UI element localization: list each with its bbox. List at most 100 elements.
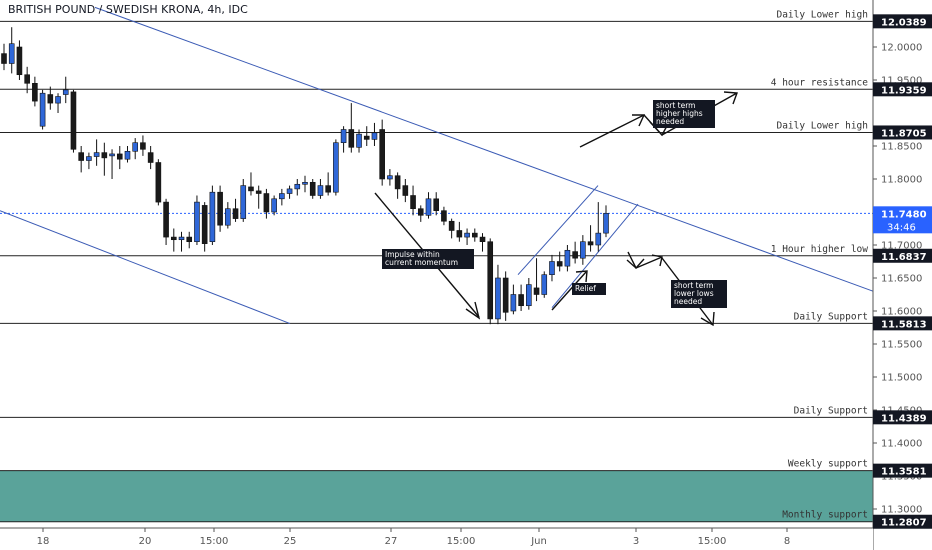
candle-body bbox=[1, 53, 7, 64]
candle-body bbox=[271, 198, 277, 213]
time-axis-background bbox=[0, 528, 873, 550]
candle-body bbox=[464, 232, 470, 238]
candle-body bbox=[263, 193, 270, 213]
candle-body bbox=[101, 152, 108, 159]
level-name: Daily Support bbox=[794, 405, 868, 416]
descending-trendline bbox=[94, 6, 874, 292]
candle-body bbox=[410, 195, 416, 209]
rising-channel-upper bbox=[517, 185, 599, 276]
candle-body bbox=[140, 142, 146, 150]
candle-body bbox=[402, 185, 409, 196]
candle-body bbox=[217, 191, 223, 226]
candle-body bbox=[417, 208, 424, 216]
level-price-tag bbox=[873, 316, 932, 331]
candle-body bbox=[572, 251, 578, 259]
candle-body bbox=[163, 201, 169, 238]
level-price-label: 11.8705 bbox=[881, 128, 927, 139]
chart-title: BRITISH POUND / SWEDISH KRONA, 4h, IDC bbox=[8, 3, 248, 16]
level-price-tag bbox=[873, 125, 932, 140]
candle-body bbox=[603, 213, 609, 234]
candle-body bbox=[32, 83, 38, 102]
candle-body bbox=[356, 133, 362, 148]
candle-body bbox=[325, 185, 331, 193]
y-tick-label: 12.0000 bbox=[881, 43, 922, 54]
x-tick-label: 20 bbox=[139, 536, 152, 547]
candle-body bbox=[317, 185, 324, 196]
support-zone bbox=[0, 470, 873, 522]
higher-highs-arrow-1 bbox=[579, 114, 645, 148]
y-tick-label: 11.5000 bbox=[881, 373, 922, 384]
candle-body bbox=[556, 261, 563, 267]
horizontal-levels: Daily Lower high 4 hour resistance Daily L… bbox=[0, 9, 873, 523]
candle-body bbox=[279, 193, 285, 200]
candle-body bbox=[479, 236, 486, 243]
candle-body bbox=[194, 201, 200, 243]
y-tick-label: 11.8500 bbox=[881, 142, 922, 153]
relief-note-box bbox=[572, 283, 606, 295]
candle-body bbox=[155, 162, 162, 203]
candle-body bbox=[225, 208, 231, 226]
lower-lows-note-text: short term bbox=[674, 281, 713, 290]
candle-body bbox=[387, 175, 393, 180]
higher-highs-note-text: higher highs bbox=[656, 109, 703, 118]
candle-body bbox=[116, 153, 123, 160]
level-name: 4 hour resistance bbox=[771, 77, 869, 88]
x-tick-label: 18 bbox=[37, 536, 50, 547]
higher-highs-arrowhead-2 bbox=[723, 91, 738, 105]
y-tick-label: 11.8000 bbox=[881, 175, 922, 186]
candle-body bbox=[580, 241, 586, 259]
candle-body bbox=[371, 132, 378, 140]
candle-body bbox=[564, 249, 571, 267]
candle-body bbox=[587, 241, 594, 246]
candle-body bbox=[533, 287, 540, 295]
y-tick-label: 11.7000 bbox=[881, 241, 922, 252]
candle-body bbox=[541, 274, 548, 295]
candle-body bbox=[363, 135, 370, 140]
candle-body bbox=[333, 142, 339, 193]
candle-body bbox=[348, 129, 355, 148]
lower-lows-note-box bbox=[671, 280, 727, 308]
candle-body bbox=[286, 188, 293, 194]
candle-body bbox=[309, 182, 316, 196]
y-tick-label: 11.3000 bbox=[881, 505, 922, 516]
candle-body bbox=[549, 261, 555, 275]
candle-body bbox=[86, 156, 92, 161]
candle-body bbox=[595, 232, 602, 246]
impulse-note-text: Impulse within bbox=[385, 250, 440, 259]
candle-body bbox=[132, 142, 139, 152]
level-name: Weekly support bbox=[788, 459, 868, 470]
y-tick-label: 11.9500 bbox=[881, 76, 922, 87]
lower-lows-arrowhead-2 bbox=[651, 254, 663, 267]
x-tick-label: 3 bbox=[633, 536, 639, 547]
candle-body bbox=[433, 198, 440, 211]
candle-body bbox=[55, 96, 61, 104]
candle-body bbox=[510, 294, 517, 312]
candle-body bbox=[78, 152, 84, 161]
level-price-label: 11.5813 bbox=[881, 319, 927, 330]
y-tick-label: 11.5500 bbox=[881, 340, 922, 351]
higher-highs-note-text: needed bbox=[656, 117, 684, 126]
candle-body bbox=[294, 183, 301, 190]
level-price-label: 11.6837 bbox=[881, 252, 927, 263]
x-tick-label: 27 bbox=[385, 536, 398, 547]
lower-channel-line bbox=[0, 210, 291, 325]
candle-body bbox=[487, 241, 494, 320]
x-tick-label: 8 bbox=[784, 536, 790, 547]
price-axis: 12.0000 11.9500 11.8500 11.8000 11.7000 11.65… bbox=[872, 0, 932, 550]
level-price-tag bbox=[873, 463, 932, 478]
candle-body bbox=[471, 232, 478, 238]
candle-body bbox=[178, 236, 185, 241]
trendlines bbox=[0, 6, 874, 325]
candle-body bbox=[232, 208, 239, 219]
current-price-tag bbox=[873, 206, 932, 234]
level-price-tag bbox=[873, 82, 932, 97]
level-price-tag bbox=[873, 410, 932, 425]
candle-body bbox=[209, 191, 216, 242]
candle-body bbox=[24, 74, 30, 84]
level-price-tag bbox=[873, 14, 932, 29]
support-zone-layer bbox=[0, 470, 873, 522]
candle-body bbox=[379, 129, 385, 180]
candle-body bbox=[495, 277, 501, 320]
